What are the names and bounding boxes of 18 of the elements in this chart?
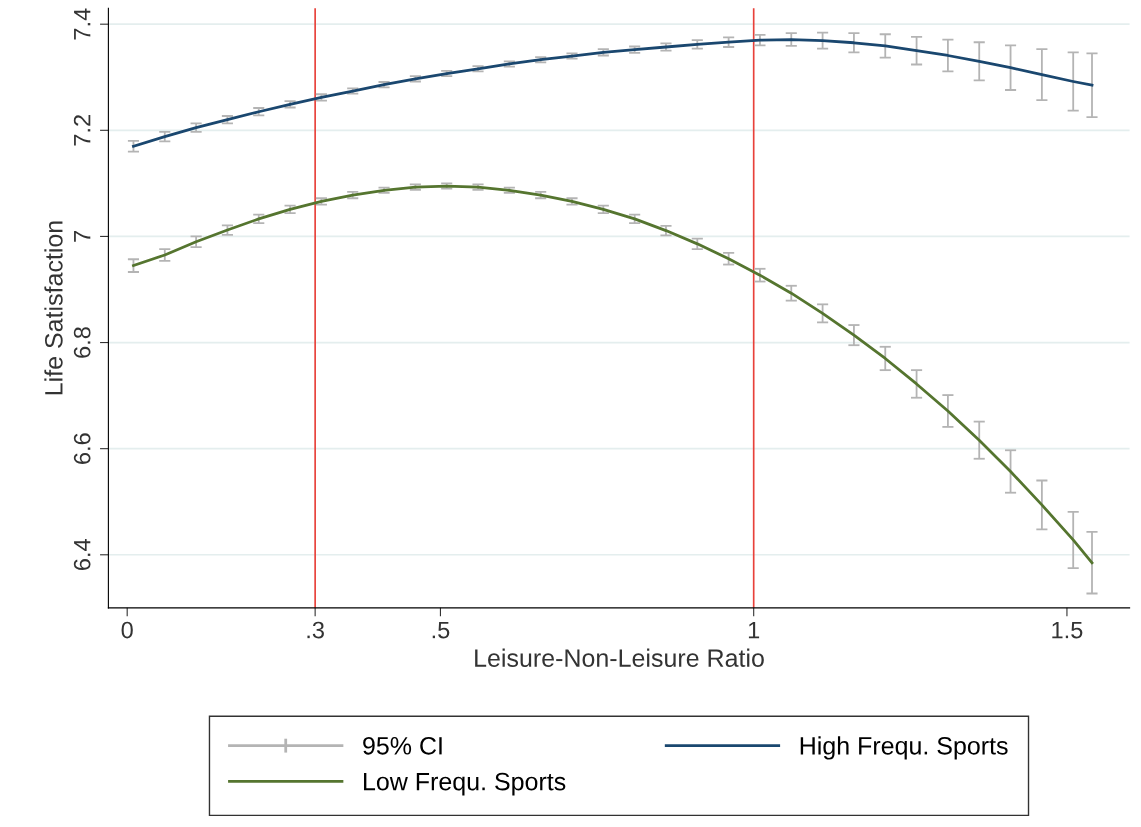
y-tick-label: 6.8 bbox=[73, 327, 91, 358]
y-tick-label: 6.4 bbox=[73, 539, 91, 570]
legend-label: High Frequ. Sports bbox=[800, 736, 1008, 760]
y-axis-title: Life Satisfaction bbox=[44, 221, 63, 395]
x-tick-label: 0 bbox=[121, 621, 133, 639]
y-tick-label: 7.2 bbox=[73, 115, 91, 146]
x-tick-label: .5 bbox=[432, 621, 450, 639]
x-tick-label: 1 bbox=[748, 621, 760, 639]
line-series bbox=[132, 38, 1094, 148]
y-tick-label: 7.4 bbox=[74, 8, 91, 40]
y-tick-label: 7 bbox=[74, 231, 91, 242]
legend-label: 95% CI bbox=[363, 736, 442, 755]
x-axis-title: Leisure-Non-Leisure Ratio bbox=[475, 648, 764, 667]
legend-label: Low Frequ. Sports bbox=[364, 772, 566, 796]
y-tick-label: 6.6 bbox=[73, 433, 91, 464]
x-tick-label: 1.5 bbox=[1052, 621, 1083, 639]
line-series bbox=[132, 184, 1094, 565]
x-tick-label: .3 bbox=[307, 621, 324, 639]
